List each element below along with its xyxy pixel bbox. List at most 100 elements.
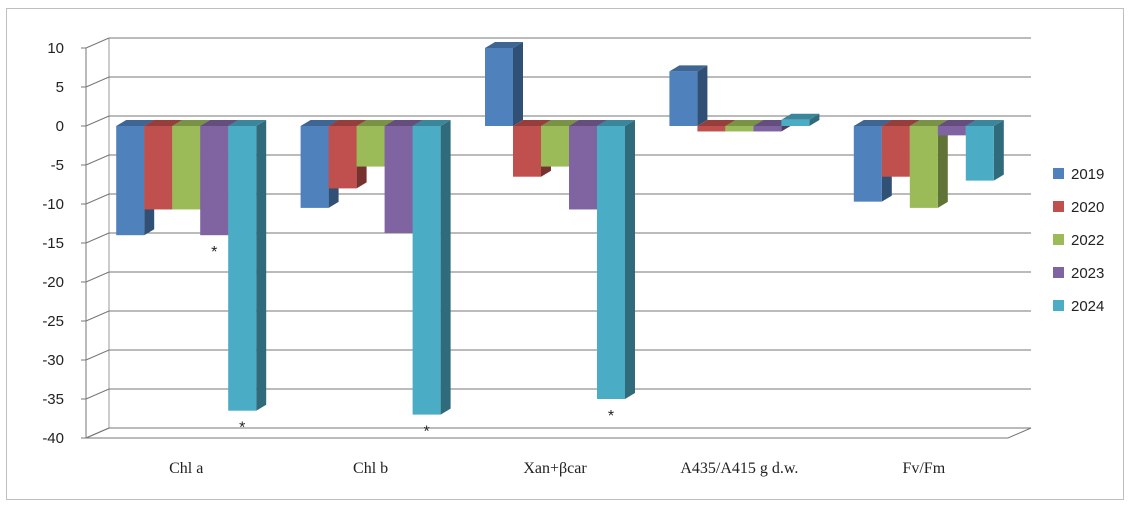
significance-marker: * [239, 420, 245, 437]
gridline-depth [85, 271, 110, 283]
annotations: * * * * [211, 244, 614, 440]
x-category-label: Chl b [353, 460, 388, 477]
bar-top [116, 120, 155, 126]
bar [965, 126, 994, 181]
legend-label: 2020 [1071, 199, 1104, 216]
bar [541, 126, 569, 167]
gridline-depth [85, 349, 110, 361]
bar [753, 126, 782, 132]
y-tick-label: -30 [42, 352, 64, 369]
y-tick-label: -40 [42, 430, 64, 447]
bar-side [625, 120, 635, 399]
bar-top [356, 120, 395, 126]
bar-top [384, 120, 423, 126]
bar-top [853, 120, 892, 126]
legend-swatch [1053, 300, 1064, 311]
significance-marker: * [423, 424, 429, 441]
bar-top [541, 120, 579, 126]
bar-top [569, 120, 607, 126]
legend-label: 2024 [1071, 298, 1104, 315]
y-tick-label: -5 [51, 157, 64, 174]
significance-marker: * [211, 244, 217, 261]
bar-top [172, 120, 211, 126]
bar [909, 126, 938, 208]
bar [569, 126, 597, 210]
bar [384, 126, 413, 233]
legend-label: 2022 [1071, 232, 1104, 249]
y-tick-label: 10 [47, 40, 64, 57]
y-tick-label: -20 [42, 274, 64, 291]
bar [597, 126, 625, 399]
bars [116, 42, 1004, 415]
bar-top [781, 113, 820, 120]
bar [781, 119, 810, 126]
legend-swatch [1053, 168, 1064, 179]
bar-top [725, 120, 764, 126]
chart-walls [85, 38, 1032, 439]
legend-swatch [1053, 234, 1064, 245]
bar-top [300, 120, 339, 126]
gridline-depth [85, 232, 110, 244]
y-tick-label: 0 [56, 118, 64, 135]
bar-top [228, 120, 267, 126]
bar-side [809, 113, 820, 126]
bar [356, 126, 385, 167]
y-tick-label: -25 [42, 313, 64, 330]
bar [228, 126, 257, 411]
gridline-depth [85, 388, 110, 400]
legend-label: 2019 [1071, 166, 1104, 183]
x-category-label: Xan+βcar [523, 460, 587, 477]
floor [85, 427, 1032, 439]
bar-top [697, 120, 736, 126]
legend-label: 2023 [1071, 265, 1104, 282]
bar [697, 126, 726, 132]
bar-top [669, 65, 708, 72]
bar [485, 48, 513, 126]
gridline-depth [85, 37, 110, 49]
x-category-label: A435/A415 g d.w. [680, 460, 798, 477]
gridline-depth [85, 115, 110, 127]
bar [853, 126, 882, 202]
bar [937, 126, 966, 136]
x-category-label: Chl a [169, 460, 203, 477]
x-category-label: Fv/Fm [902, 460, 945, 477]
gridline-depth [85, 76, 110, 88]
bar [725, 126, 754, 132]
bar [669, 71, 698, 126]
bar [328, 126, 357, 189]
bar-top [144, 120, 183, 126]
bar [172, 126, 201, 210]
bar-side [993, 120, 1004, 181]
bar-top [881, 120, 920, 126]
bar [513, 126, 541, 177]
bar [300, 126, 329, 208]
significance-marker: * [608, 408, 614, 425]
gridline-depth [85, 154, 110, 166]
category-labels: Chl a Chl b Xan+βcar A435/A415 g d.w. Fv/Fm [169, 460, 946, 477]
bar-top [328, 120, 367, 126]
bar [881, 126, 910, 177]
bar-top [937, 120, 976, 126]
y-tick-label: 5 [56, 79, 64, 96]
bar-side [256, 120, 267, 411]
bar-side [937, 120, 948, 208]
legend: 2019 2020 2022 2023 2024 [1053, 166, 1104, 315]
bar-top [200, 120, 239, 126]
gridline-depth [85, 427, 110, 439]
gridline-depth [85, 193, 110, 205]
bar-top [909, 120, 948, 126]
legend-swatch [1053, 201, 1064, 212]
bar-side [513, 42, 523, 126]
y-axis-ticks: 10 5 0 -5 -10 -15 -20 -25 -30 -35 -40 [42, 40, 64, 447]
bar [200, 126, 229, 236]
bar-top [597, 120, 635, 126]
legend-swatch [1053, 267, 1064, 278]
bar-top [485, 42, 523, 48]
bar-top [965, 120, 1004, 126]
bar-top [513, 120, 551, 126]
y-tick-label: -15 [42, 235, 64, 252]
gridline-depth [85, 310, 110, 322]
y-tick-label: -10 [42, 196, 64, 213]
bar-side [697, 65, 708, 126]
